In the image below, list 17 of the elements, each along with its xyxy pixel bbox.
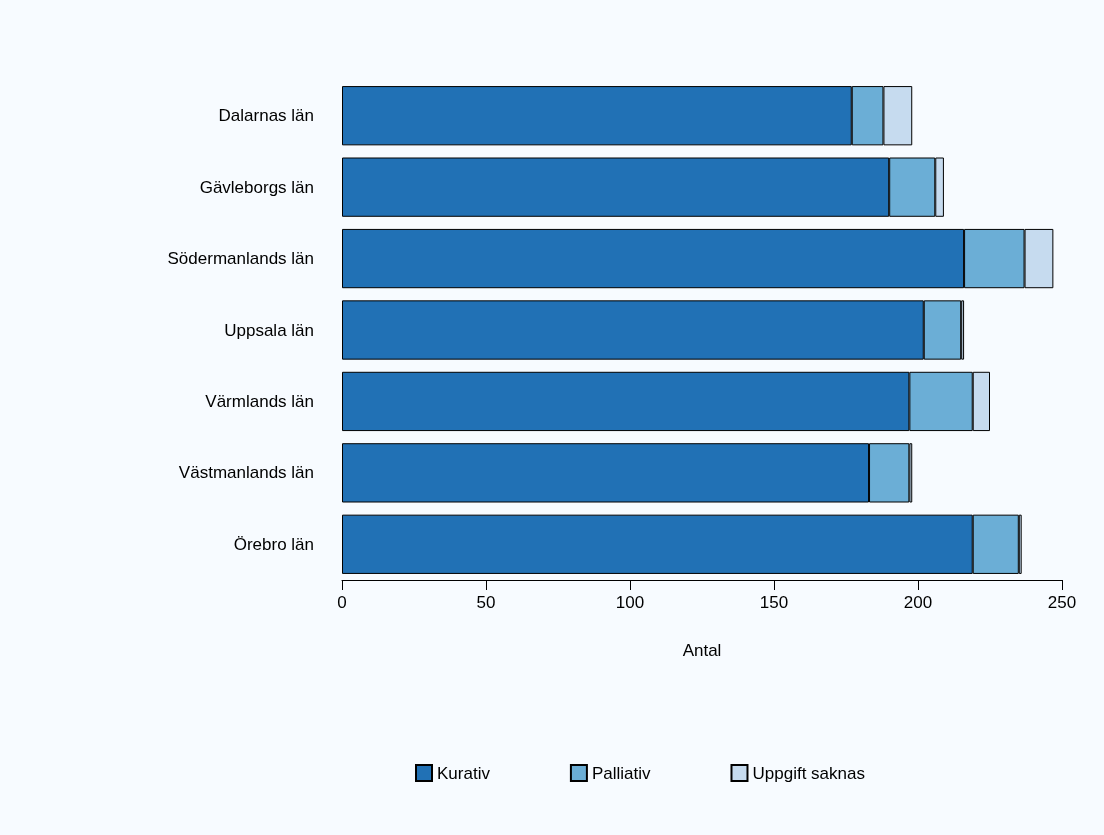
y-tick-label: Värmlands län bbox=[205, 391, 314, 411]
x-tick-label: 250 bbox=[1047, 593, 1077, 612]
legend-label: Uppgift saknas bbox=[752, 763, 865, 783]
y-tick-label: Uppsala län bbox=[224, 320, 314, 340]
legend-label: Kurativ bbox=[437, 763, 491, 783]
x-axis-title: Antal bbox=[682, 641, 722, 660]
x-tick-label: 200 bbox=[903, 593, 933, 612]
y-tick-label: Dalarnas län bbox=[218, 106, 314, 126]
y-tick-label: Örebro län bbox=[233, 534, 314, 554]
legend-label: Palliativ bbox=[591, 763, 651, 783]
y-tick-label: Södermanlands län bbox=[167, 249, 314, 269]
x-tick-label: 100 bbox=[615, 593, 645, 612]
x-tick-label: 150 bbox=[759, 593, 789, 612]
x-tick-label: 50 bbox=[476, 593, 496, 612]
x-tick-label: 0 bbox=[337, 593, 347, 612]
y-tick-label: Gävleborgs län bbox=[199, 177, 314, 197]
y-tick-label: Västmanlands län bbox=[178, 463, 314, 483]
